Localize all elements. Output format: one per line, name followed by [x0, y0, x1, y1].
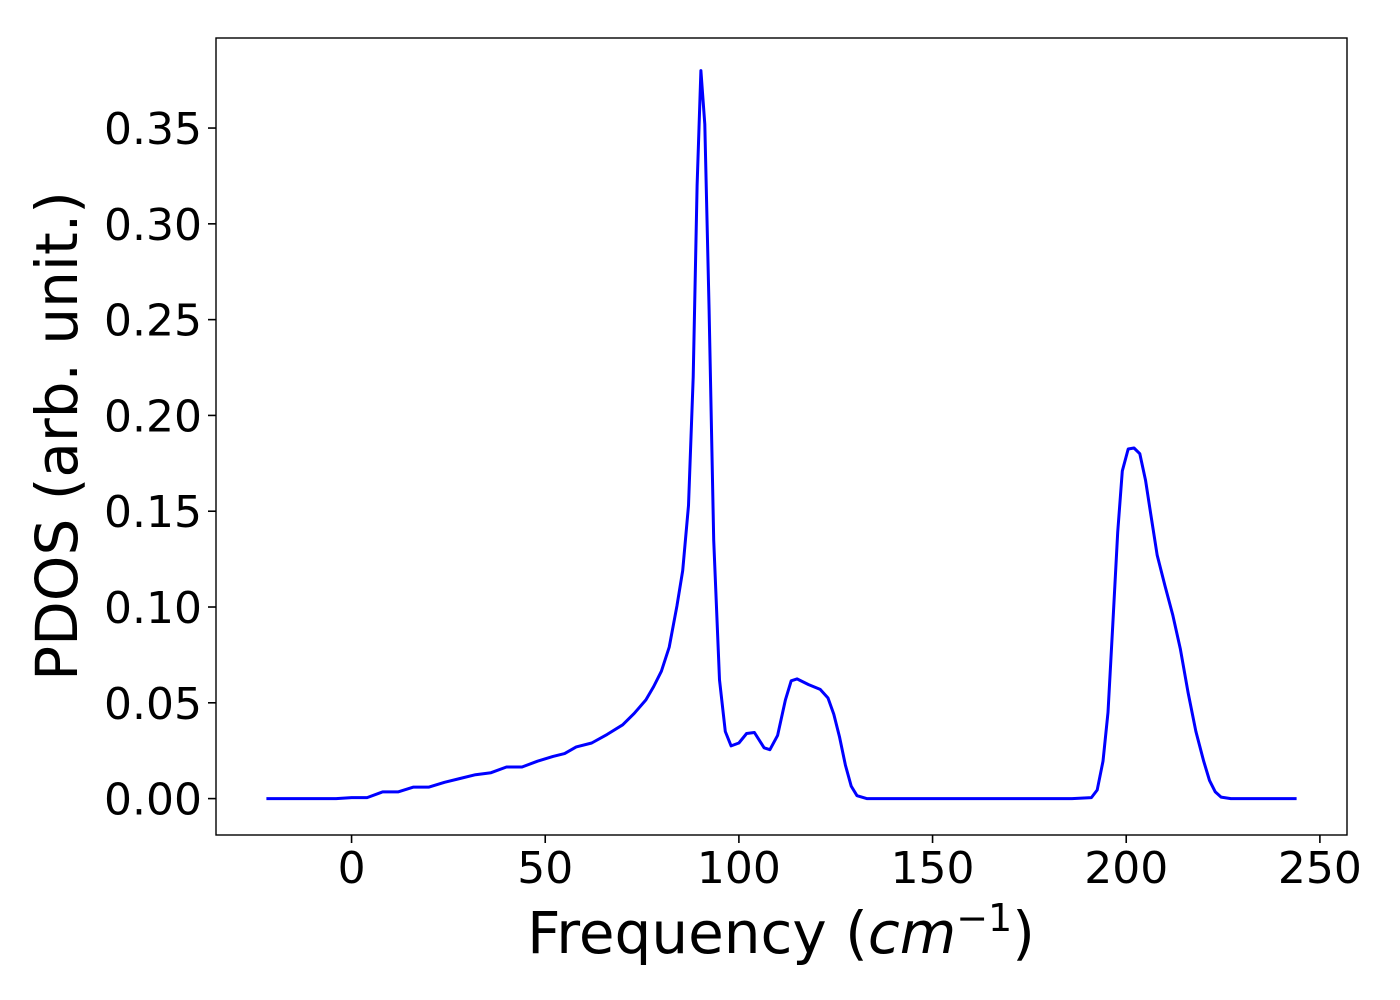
- x-tick-label: 200: [1084, 843, 1168, 894]
- plot-frame: [215, 37, 1348, 836]
- x-tick-label: 100: [697, 843, 781, 894]
- x-tick-label: 50: [517, 843, 573, 894]
- series-line: [266, 69, 1297, 801]
- x-tick-label: 0: [338, 843, 366, 894]
- y-tick-label: 0.30: [104, 200, 202, 251]
- x-tick-label: 150: [891, 843, 975, 894]
- y-tick-label: 0.05: [104, 679, 202, 730]
- y-tick-label: 0.35: [104, 104, 202, 155]
- x-axis-label: Frequency (cm−1): [527, 896, 1035, 967]
- y-axis: 0.00 0.05 0.10 0.15 0.20 0.25 0.30 0.35: [104, 104, 216, 826]
- y-tick-label: 0.20: [104, 391, 202, 442]
- y-tick-label: 0.10: [104, 583, 202, 634]
- x-tick-label: 250: [1278, 843, 1362, 894]
- y-tick-label: 0.25: [104, 296, 202, 347]
- y-tick-label: 0.00: [104, 775, 202, 826]
- x-axis: 0 50 100 150 200 250: [338, 835, 1362, 894]
- y-axis-label: PDOS (arb. unit.): [23, 191, 91, 681]
- y-tick-label: 0.15: [104, 487, 202, 538]
